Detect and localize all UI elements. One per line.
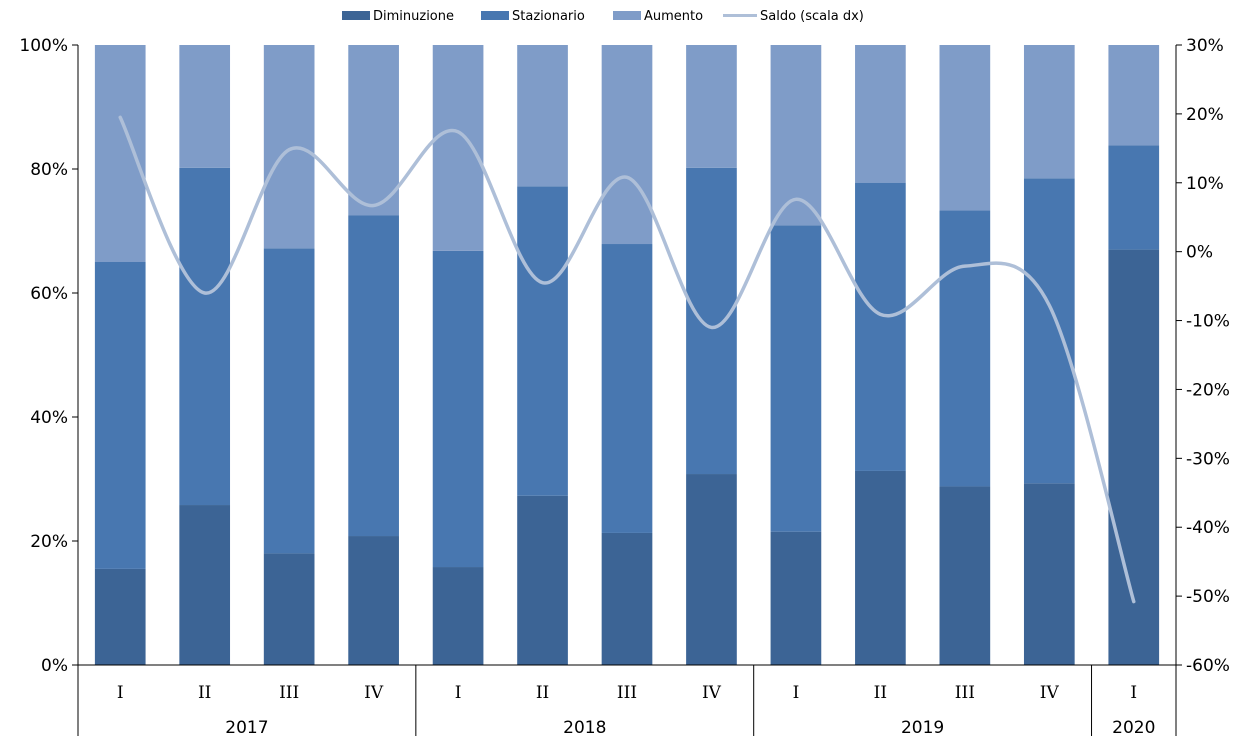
y-right-tick-label-7: 10% [1186,174,1224,194]
bar-aumento-5 [517,45,568,187]
legend-label-3: Saldo (scala dx) [760,9,864,24]
y-left-tick-label-1: 20% [30,532,68,552]
legend-swatch-0 [342,11,370,20]
y-right-tick-label-5: -10% [1186,312,1230,332]
bar-diminuzione-1 [179,505,231,665]
bar-stazionario-5 [517,186,568,496]
bar-aumento-11 [1023,45,1075,179]
bar-aumento-0 [94,45,146,262]
x-category-label-3: IV [364,683,384,703]
x-category-label-2: III [279,683,299,703]
bar-aumento-3 [348,45,399,216]
y-right-tick-label-8: 20% [1186,105,1224,125]
bar-diminuzione-11 [1023,483,1075,665]
y-left-tick-label-4: 80% [30,160,68,180]
bar-stazionario-12 [1108,145,1160,250]
bar-stazionario-8 [770,225,822,532]
bar-diminuzione-9 [855,470,906,665]
legend: Diminuzione Stazionario Aumento Saldo (scal… [342,9,864,24]
bars-group [94,45,1160,665]
y-right-tick-label-9: 30% [1186,36,1224,56]
y-left-tick-label-2: 40% [30,408,68,428]
x-year-label-2017: 2017 [225,718,268,736]
bar-diminuzione-3 [348,536,399,665]
x-category-label-5: II [536,683,549,703]
y-right-tick-label-1: -50% [1186,587,1230,607]
bar-diminuzione-10 [939,486,991,665]
legend-label-1: Stazionario [512,9,585,24]
legend-label-2: Aumento [644,9,703,24]
bar-stazionario-4 [432,250,484,568]
x-year-label-2018: 2018 [563,718,606,736]
bar-stazionario-10 [939,210,991,487]
y-left-tick-label-3: 60% [30,284,68,304]
bar-aumento-10 [939,45,991,211]
y-right-tick-label-0: -60% [1186,656,1230,676]
bar-aumento-8 [770,45,822,226]
x-category-label-4: I [455,683,462,703]
bar-stazionario-7 [686,167,737,475]
bar-aumento-9 [855,45,906,183]
bar-diminuzione-5 [517,495,568,665]
legend-swatch-2 [613,11,641,20]
bar-stazionario-11 [1023,178,1075,484]
bar-diminuzione-6 [601,532,653,665]
y-right-tick-label-4: -20% [1186,380,1230,400]
y-right-tick-label-6: 0% [1186,243,1213,263]
y-right-tick-label-2: -40% [1186,518,1230,538]
x-category-label-10: III [955,683,975,703]
y-left-tick-label-5: 100% [19,36,68,56]
bar-aumento-1 [179,45,231,168]
bar-stazionario-1 [179,167,231,506]
bar-diminuzione-4 [432,567,484,665]
x-category-label-6: III [617,683,637,703]
legend-label-0: Diminuzione [373,9,454,24]
y-right-tick-label-3: -30% [1186,449,1230,469]
bar-stazionario-0 [94,262,146,569]
x-category-label-12: I [1130,683,1137,703]
y-left-tick-label-0: 0% [41,656,68,676]
bar-aumento-7 [686,45,737,168]
bar-stazionario-6 [601,244,653,533]
bar-aumento-12 [1108,45,1160,146]
x-category-label-9: II [874,683,887,703]
bar-diminuzione-7 [686,474,737,665]
x-category-label-0: I [117,683,124,703]
x-category-label-1: II [198,683,211,703]
bar-diminuzione-0 [94,568,146,665]
bar-aumento-6 [601,45,653,245]
bar-stazionario-9 [855,182,906,471]
bar-diminuzione-8 [770,531,822,665]
bar-aumento-2 [263,45,315,249]
bar-diminuzione-2 [263,553,315,665]
x-year-label-2020: 2020 [1112,718,1155,736]
x-category-label-8: I [793,683,800,703]
x-year-label-2019: 2019 [901,718,944,736]
x-category-label-7: IV [702,683,722,703]
x-category-label-11: IV [1040,683,1060,703]
bar-stazionario-3 [348,215,399,537]
bar-stazionario-2 [263,248,315,554]
bar-aumento-4 [432,45,484,251]
legend-swatch-1 [481,11,509,20]
